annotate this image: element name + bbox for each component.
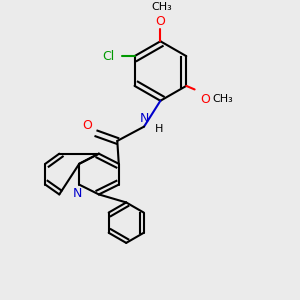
Text: O: O [155,15,165,28]
Text: O: O [201,93,210,106]
Text: O: O [82,119,92,132]
Text: CH₃: CH₃ [152,2,172,12]
Text: H: H [155,124,164,134]
Text: CH₃: CH₃ [213,94,233,104]
Text: Cl: Cl [102,50,115,63]
Text: N: N [140,112,149,125]
Text: N: N [73,187,82,200]
